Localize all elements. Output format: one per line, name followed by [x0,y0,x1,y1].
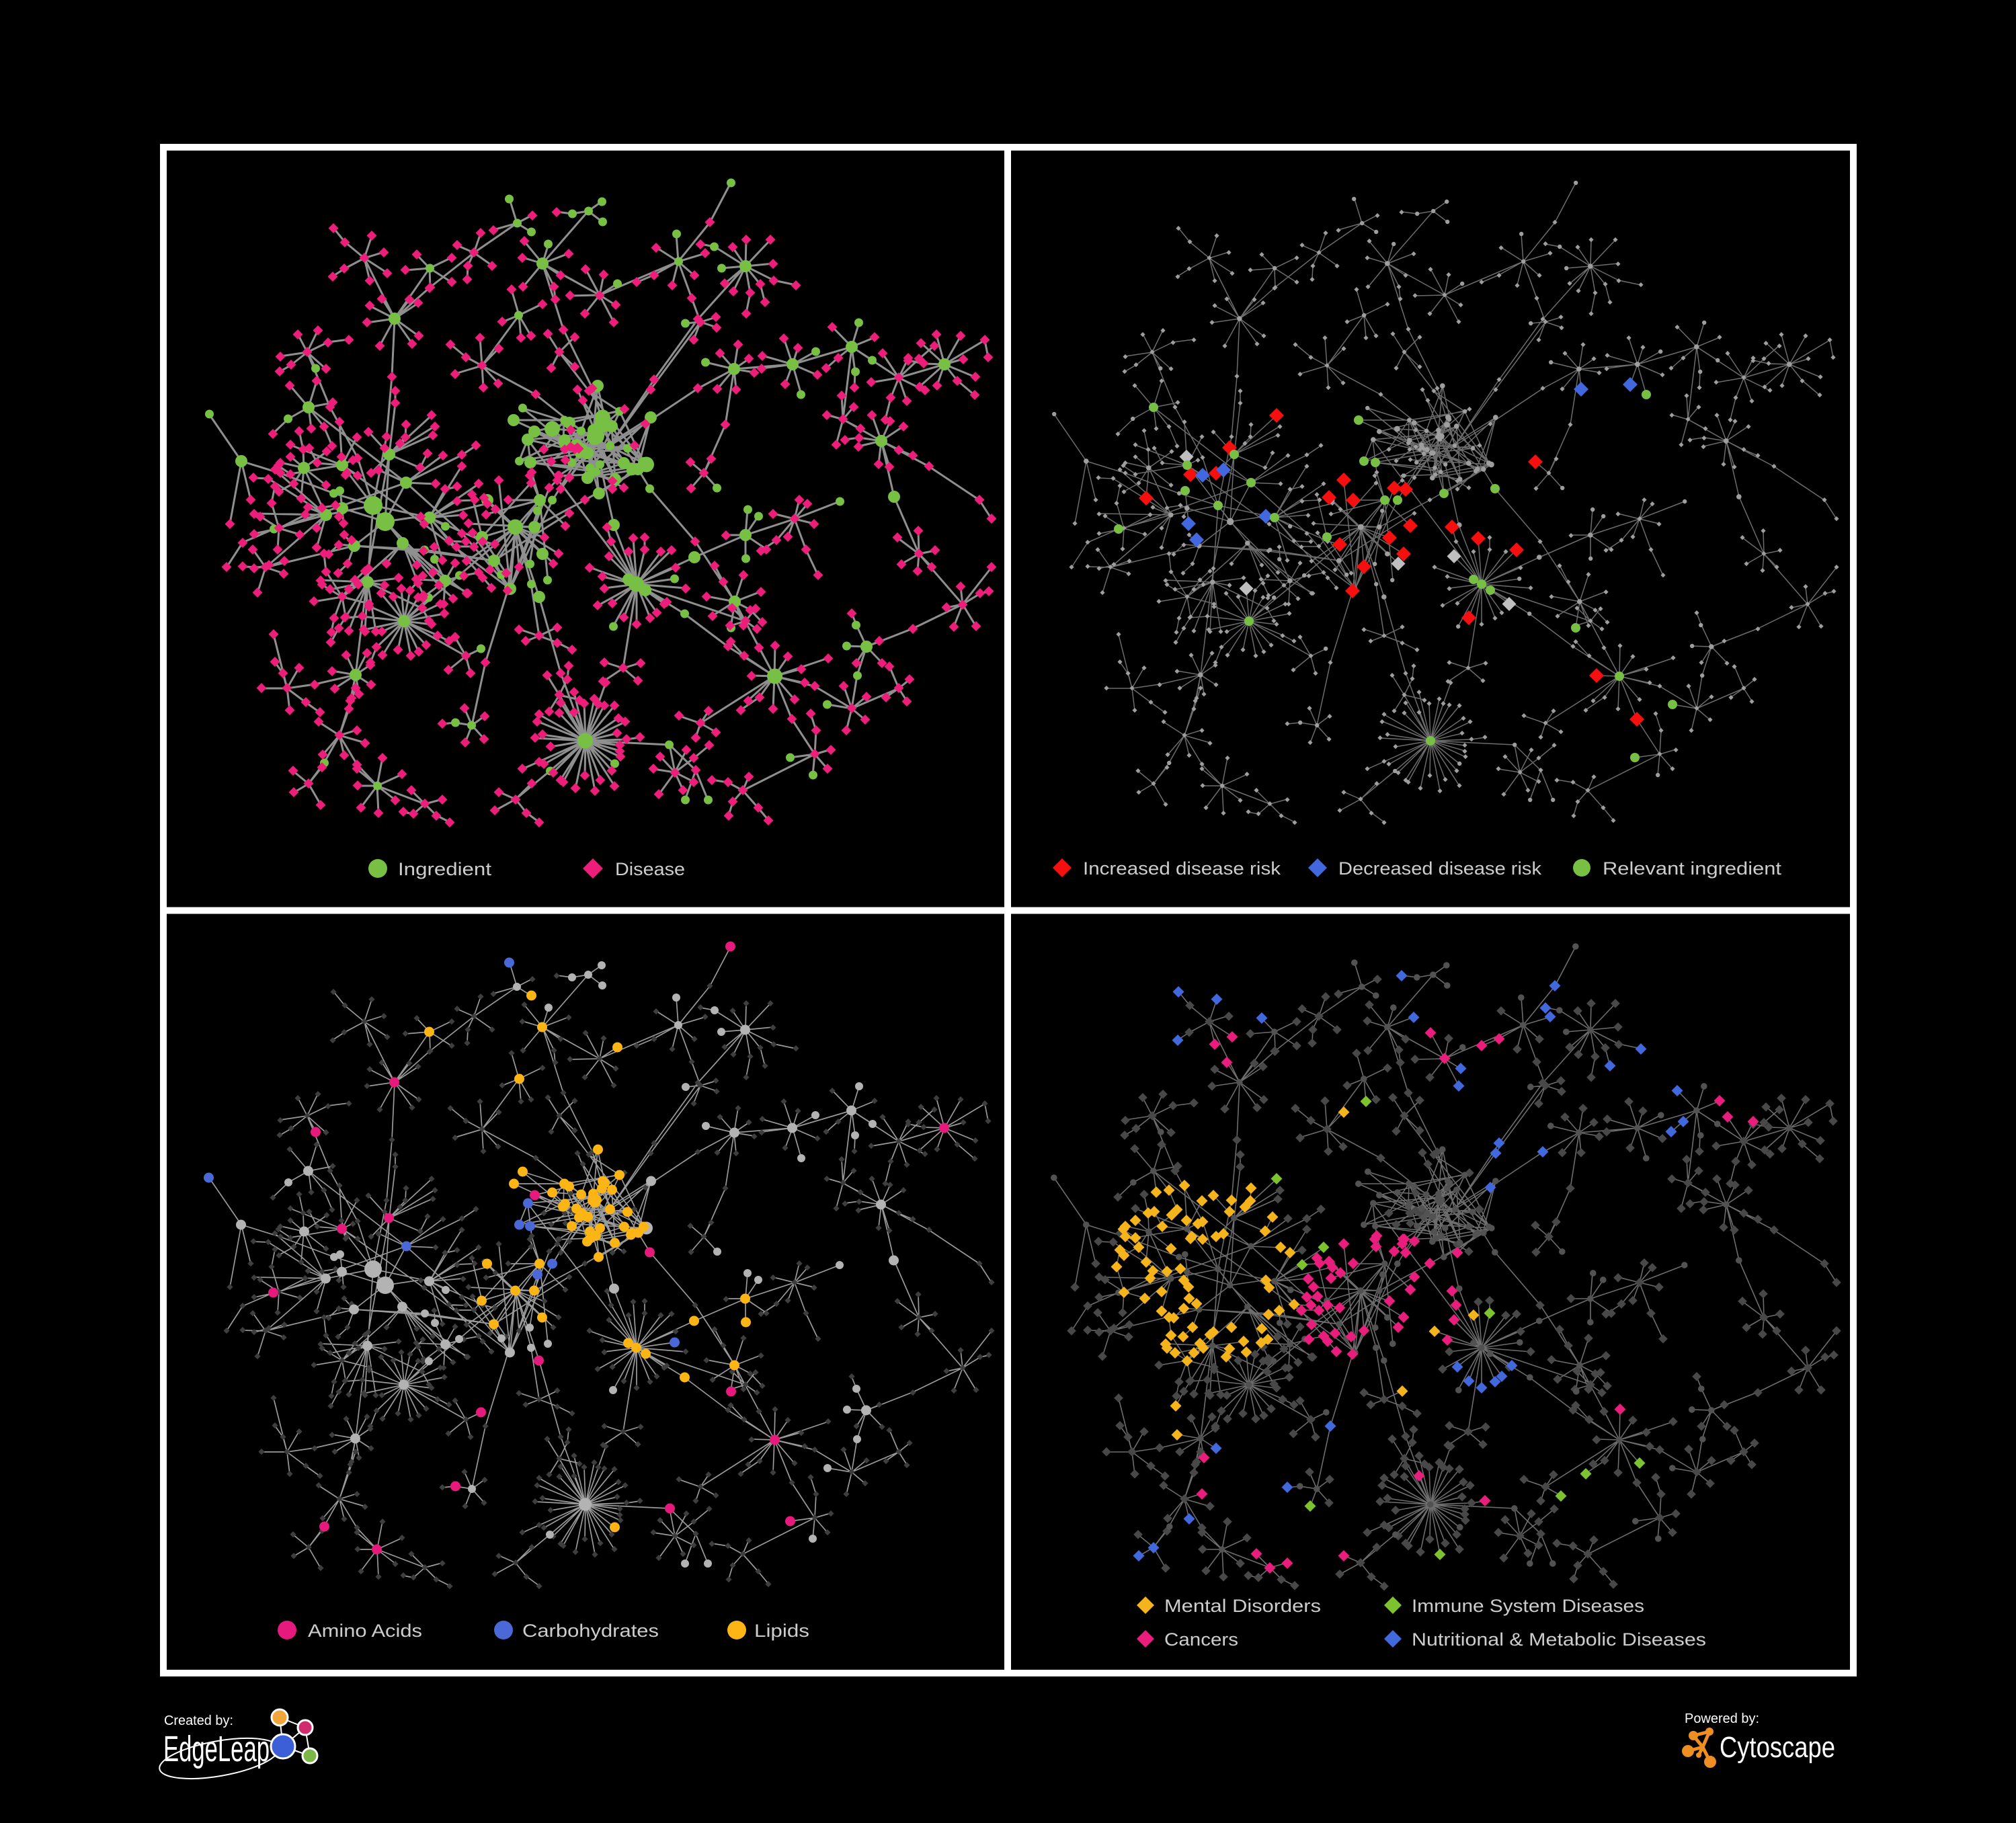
svg-text:Lipids: Lipids [754,1621,809,1641]
svg-text:Created by:: Created by: [164,1713,233,1728]
svg-text:Decreased disease risk: Decreased disease risk [1338,858,1542,879]
svg-text:Carbohydrates: Carbohydrates [522,1621,659,1641]
svg-text:Powered by:: Powered by: [1685,1711,1759,1726]
svg-text:Disease: Disease [615,859,685,879]
svg-text:Increased disease risk: Increased disease risk [1083,858,1281,879]
svg-text:Cancers: Cancers [1164,1629,1238,1650]
svg-text:Cytoscape: Cytoscape [1720,1731,1835,1764]
svg-text:Ingredient: Ingredient [398,859,492,879]
svg-text:Relevant ingredient: Relevant ingredient [1603,858,1782,879]
svg-text:Mental Disorders: Mental Disorders [1164,1596,1321,1616]
svg-text:Amino Acids: Amino Acids [308,1621,422,1641]
svg-text:EdgeLeap: EdgeLeap [163,1729,270,1769]
svg-text:Immune System Diseases: Immune System Diseases [1412,1596,1644,1616]
svg-text:Nutritional & Metabolic Diseas: Nutritional & Metabolic Diseases [1412,1629,1706,1650]
